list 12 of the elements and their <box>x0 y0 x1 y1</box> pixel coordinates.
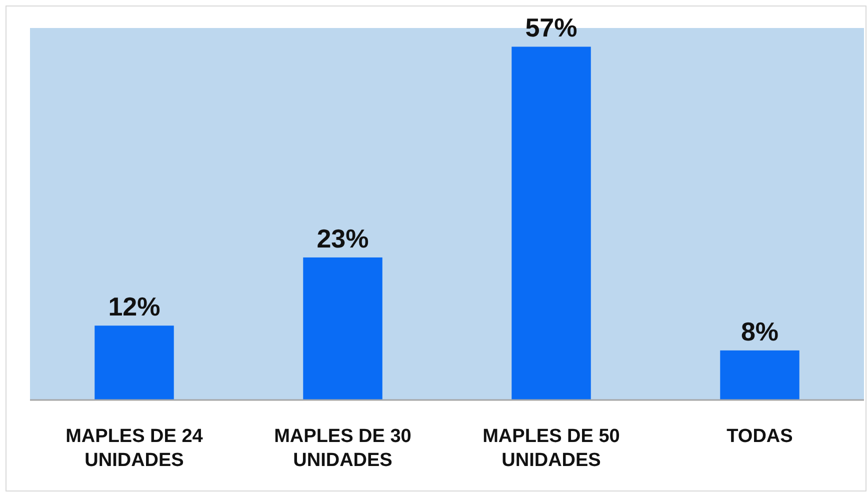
x-tick-label: MAPLES DE 30 UNIDADES <box>274 426 412 471</box>
data-label: 12% <box>108 292 160 322</box>
bar <box>94 326 174 400</box>
x-tick-label: MAPLES DE 50 UNIDADES <box>482 426 620 471</box>
data-label: 8% <box>740 316 779 346</box>
x-tick-label: TODAS <box>726 426 793 447</box>
bar <box>720 350 800 400</box>
data-label: 57% <box>525 12 578 43</box>
bar <box>512 46 591 400</box>
data-label: 23% <box>316 223 369 254</box>
bar <box>303 257 382 400</box>
x-tick-label: MAPLES DE 24 UNIDADES <box>66 426 204 471</box>
